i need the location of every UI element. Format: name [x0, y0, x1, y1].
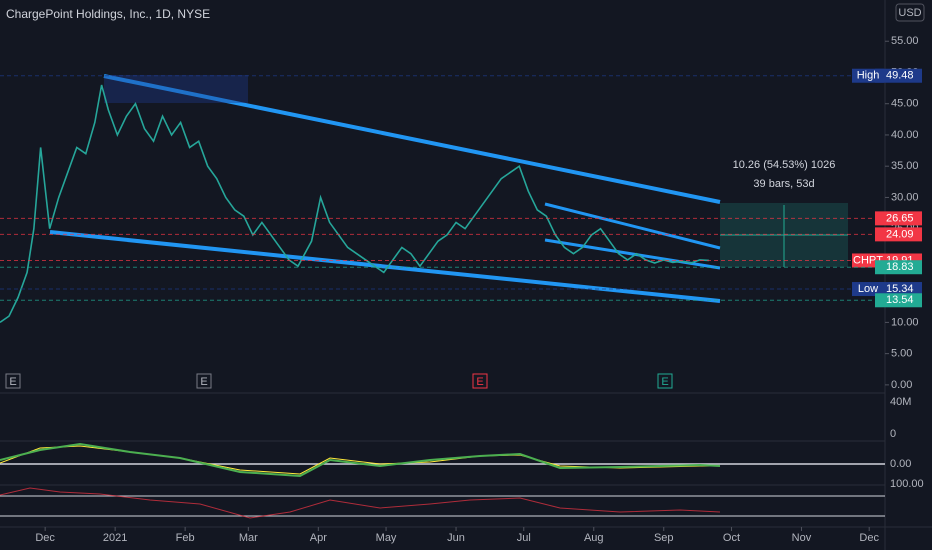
y-tick-label: 5.00 [891, 348, 912, 360]
x-tick-label: Oct [723, 532, 740, 544]
currency-box [895, 3, 925, 22]
x-tick-label: Jun [447, 532, 465, 544]
y-tick-label: 35.00 [891, 160, 919, 172]
x-tick-label: Sep [654, 532, 674, 544]
price-name-box [852, 282, 884, 297]
price-value: 15.34 [886, 283, 914, 295]
pane-label: 100.00 [890, 478, 924, 490]
price-box [875, 211, 922, 226]
price-box [875, 68, 922, 83]
x-tick-label: May [376, 532, 397, 544]
event: E [476, 376, 483, 388]
x-tick-label: Jul [517, 532, 531, 544]
y-tick-label: 55.00 [891, 35, 919, 47]
annotation: 39 bars, 53d [753, 178, 814, 190]
price-value: 26.65 [886, 212, 914, 224]
x-tick-label: Apr [310, 532, 327, 544]
price-value: 13.54 [886, 294, 914, 306]
event-box [472, 373, 488, 389]
price-box [875, 293, 922, 308]
pane-label: 0.00 [890, 458, 911, 470]
price-value: 18.83 [886, 261, 914, 273]
trend-line [544, 202, 721, 250]
trend-line [103, 74, 721, 204]
price-box [875, 260, 922, 275]
events: E E E E [5, 373, 673, 389]
x-tick-label: 2021 [103, 532, 127, 544]
x-tick-label: Mar [239, 532, 258, 544]
y-tick-label: 45.00 [891, 98, 919, 110]
price-box [875, 227, 922, 242]
price-value: 49.48 [886, 70, 914, 82]
price-name: Low [858, 283, 878, 295]
event: E [200, 376, 207, 388]
price-box [875, 282, 922, 297]
event-box [196, 373, 212, 389]
x-tick-label: Feb [176, 532, 195, 544]
chart-title: ChargePoint Holdings, Inc., 1D, NYSE [6, 7, 210, 21]
price-line [0, 84, 709, 324]
y-tick-label: 40.00 [891, 129, 919, 141]
macd-signal [0, 442, 721, 478]
price-name: High [857, 70, 880, 82]
pane-label: 0 [890, 428, 896, 440]
highlight-box [104, 75, 248, 103]
event: E [661, 376, 668, 388]
annotation: 10.26 (54.53%) 1026 [733, 159, 836, 171]
x-tick-label: Dec [859, 532, 879, 544]
x-tick-label: Dec [35, 532, 55, 544]
y-tick-label: 30.00 [891, 191, 919, 203]
event-box [657, 373, 673, 389]
event: E [9, 376, 16, 388]
event-box [5, 373, 21, 389]
price-value: 24.09 [886, 228, 914, 240]
pane-label: 40M [890, 396, 911, 408]
x-tick-label: Aug [584, 532, 604, 544]
y-tick-label: 10.00 [891, 316, 919, 328]
currency: USD [898, 7, 921, 19]
trend-line [49, 230, 721, 303]
x-tick-label: Nov [792, 532, 812, 544]
y-tick-label: 0.00 [891, 379, 912, 391]
rsi-line [0, 487, 721, 519]
price-name-box [852, 68, 884, 83]
